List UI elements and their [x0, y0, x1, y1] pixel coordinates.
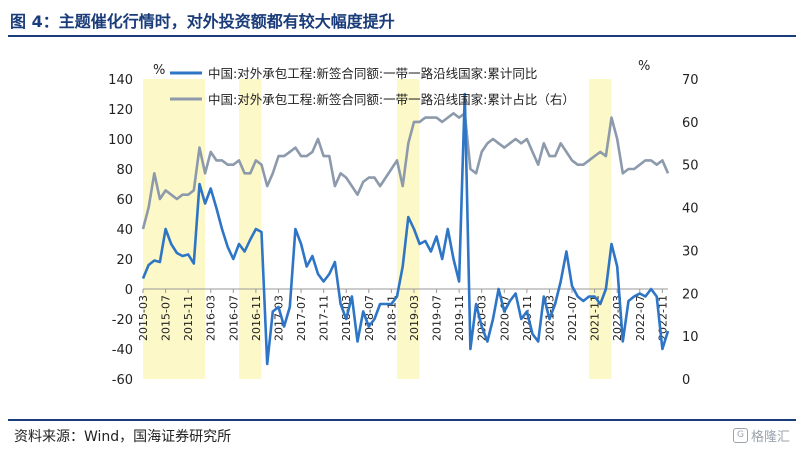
x-tick-label: 2018-07 — [363, 295, 376, 341]
left-tick-label: 20 — [116, 253, 133, 268]
left-tick-label: -60 — [112, 373, 133, 388]
left-axis-unit: % — [153, 63, 165, 78]
right-tick-label: 20 — [682, 287, 699, 302]
x-tick-label: 2019-11 — [453, 295, 466, 341]
axes: -60 -40 -20 0 20 40 60 80 100 120 140 0 10 20 30 40 50 60… — [108, 59, 698, 388]
right-axis-unit: % — [638, 59, 650, 74]
highlight-band-2 — [397, 79, 420, 379]
left-tick-label: 0 — [125, 283, 133, 298]
x-tick-label: 2019-07 — [431, 295, 444, 341]
x-tick-label: 2017-11 — [318, 295, 331, 341]
right-tick-label: 0 — [682, 373, 690, 388]
right-tick-label: 10 — [682, 330, 699, 345]
legend-label-1: 中国:对外承包工程:新签合同额:一带一路沿线国家:累计占比（右） — [208, 92, 575, 107]
right-tick-label: 60 — [682, 116, 699, 131]
x-tick-label: 2015-03 — [137, 295, 150, 341]
series-line-yoy — [141, 92, 670, 366]
left-tick-label: 140 — [108, 73, 133, 88]
x-tick-label: 2018-11 — [385, 295, 398, 341]
footer-rule — [8, 419, 796, 421]
left-tick-label: 60 — [116, 193, 133, 208]
x-tick-label: 2016-07 — [227, 295, 240, 341]
right-tick-label: 30 — [682, 244, 699, 259]
left-tick-label: 40 — [116, 223, 133, 238]
x-tick-label: 2020-03 — [476, 295, 489, 341]
watermark-logo-icon: G — [732, 428, 748, 443]
x-tick-label: 2022-07 — [634, 295, 647, 341]
series-line-share — [141, 112, 670, 230]
source-note: 资料来源：Wind，国海证券研究所 — [14, 429, 232, 445]
x-tick-label: 2019-03 — [408, 295, 421, 341]
watermark: G 格隆汇 — [732, 426, 790, 445]
legend: 中国:对外承包工程:新签合同额:一带一路沿线国家:累计同比中国:对外承包工程:新… — [170, 66, 575, 107]
left-tick-label: -40 — [112, 343, 133, 358]
series-lines — [141, 92, 670, 366]
figure-title: 图 4：主题催化行情时，对外投资额都有较大幅度提升 — [10, 12, 395, 31]
x-tick-label: 2021-07 — [566, 295, 579, 341]
x-tick-label: 2017-03 — [272, 295, 285, 341]
x-tick-label: 2016-11 — [250, 295, 263, 341]
highlight-band-1 — [238, 79, 262, 379]
x-tick-label: 2015-11 — [182, 295, 195, 341]
x-tick-label: 2015-07 — [160, 295, 173, 341]
left-tick-label: 100 — [108, 133, 133, 148]
x-tick-label: 2017-07 — [295, 295, 308, 341]
watermark-text: 格隆汇 — [750, 430, 790, 445]
highlight-band-0 — [143, 79, 206, 379]
x-tick-label: 2021-11 — [589, 295, 602, 341]
highlight-bands — [143, 79, 612, 379]
left-tick-label: 120 — [108, 103, 133, 118]
left-tick-label: 80 — [116, 163, 133, 178]
left-tick-label: -20 — [112, 313, 133, 328]
x-tick-label: 2016-03 — [205, 295, 218, 341]
legend-label-0: 中国:对外承包工程:新签合同额:一带一路沿线国家:累计同比 — [208, 66, 537, 81]
title-rule — [8, 35, 796, 37]
right-tick-label: 50 — [682, 159, 699, 174]
right-tick-label: 70 — [682, 73, 699, 88]
right-tick-label: 40 — [682, 202, 699, 217]
